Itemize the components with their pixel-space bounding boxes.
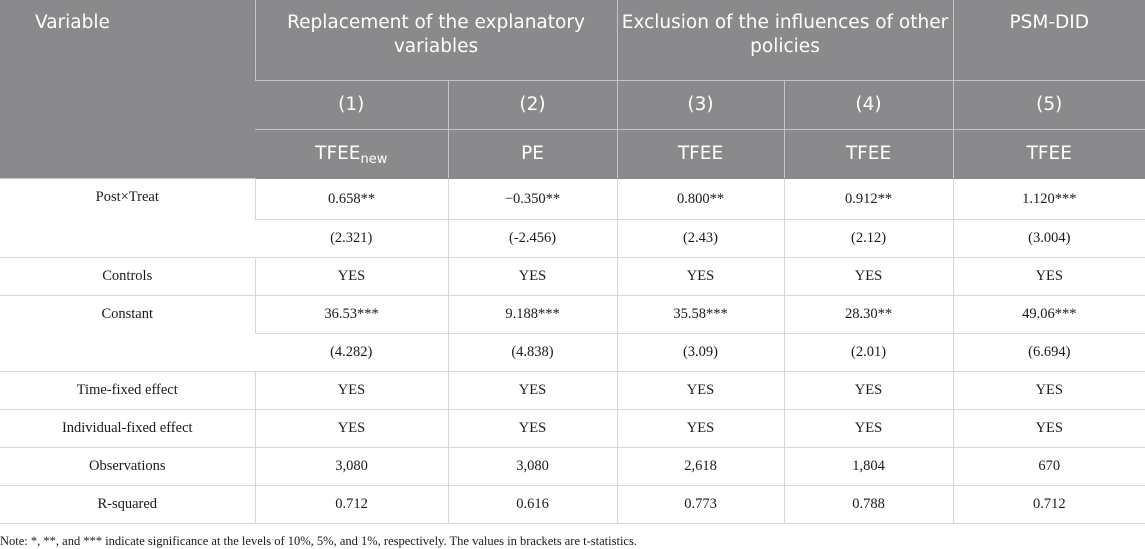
group-header-exclusion: Exclusion of the influences of other pol… [616,0,954,81]
row-label: R-squared [0,485,255,524]
cell: 0.773 [616,485,784,524]
cell: (2.321) [255,219,448,258]
cell: YES [447,257,617,296]
cell: 0.800** [616,178,784,220]
model-number-3: (3) [616,80,784,130]
cell: YES [952,257,1145,296]
cell: 3,080 [254,447,448,486]
cell: (2.01) [783,333,954,372]
cell: 2,618 [616,447,784,486]
table-header: Variable Replacement of the explanatory … [0,0,1145,179]
row-label: Observations [0,447,255,486]
cell: (4.282) [255,333,448,372]
table-row: (2.321) (-2.456) (2.43) (2.12) (3.004) [0,219,1145,258]
cell: (4.838) [447,333,617,372]
row-label: Constant [0,295,255,372]
cell: YES [447,409,617,448]
model-number-1: (1) [255,80,448,130]
cell: (3.004) [952,219,1145,258]
cell: YES [783,371,954,410]
cell: 49.06*** [952,295,1145,334]
cell: YES [783,409,954,448]
cell: 3,080 [447,447,617,486]
dependent-var-5: TFEE [952,129,1145,179]
table-row: Observations 3,080 3,080 2,618 1,804 670 [0,447,1145,486]
cell: YES [254,257,448,296]
variable-header: Variable [0,0,255,179]
group-header-replacement: Replacement of the explanatory variables [254,0,617,81]
cell: YES [254,371,448,410]
dependent-var-1: TFEEnew [255,129,448,179]
cell: 0.912** [783,178,954,220]
cell: (-2.456) [447,219,617,258]
cell: 670 [952,447,1145,486]
row-label: Time-fixed effect [0,371,255,410]
cell: 0.616 [447,485,617,524]
cell: 0.658** [254,178,448,220]
row-label: Individual-fixed effect [0,409,255,448]
cell: (3.09) [616,333,784,372]
table-row: Post×Treat 0.658** −0.350** 0.800** 0.91… [0,178,1145,258]
table-row: R-squared 0.712 0.616 0.773 0.788 0.712 [0,485,1145,524]
cell: (2.12) [783,219,954,258]
table-row: Time-fixed effect YES YES YES YES YES [0,371,1145,410]
table-body: Post×Treat 0.658** −0.350** 0.800** 0.91… [0,178,1145,524]
table-note: Note: *, **, and *** indicate significan… [0,534,637,548]
cell: YES [616,371,784,410]
model-number-2: (2) [447,80,617,130]
table-row: Constant 36.53*** 9.188*** 35.58*** 28.3… [0,295,1145,372]
cell: −0.350** [447,178,617,220]
cell: 0.712 [254,485,448,524]
cell: 36.53*** [254,295,448,334]
cell: YES [447,371,617,410]
dependent-var-2: PE [447,129,617,179]
table-row: Individual-fixed effect YES YES YES YES … [0,409,1145,448]
cell: YES [952,371,1145,410]
model-number-5: (5) [952,80,1145,130]
row-label: Controls [0,257,255,296]
cell: YES [616,409,784,448]
cell: (6.694) [952,333,1145,372]
model-number-4: (4) [783,80,954,130]
row-label: Post×Treat [0,178,255,258]
cell: 1.120*** [952,178,1145,220]
cell: YES [616,257,784,296]
group-header-psm-did: PSM-DID [952,0,1145,81]
cell: (2.43) [616,219,784,258]
cell: 28.30** [783,295,954,334]
cell: YES [254,409,448,448]
dependent-var-3: TFEE [616,129,784,179]
cell: 0.712 [952,485,1145,524]
cell: YES [783,257,954,296]
table-row: Controls YES YES YES YES YES [0,257,1145,296]
dependent-var-4: TFEE [783,129,954,179]
cell: 9.188*** [447,295,617,334]
regression-table: Variable Replacement of the explanatory … [0,0,1145,524]
table-row: (4.282) (4.838) (3.09) (2.01) (6.694) [0,333,1145,372]
cell: YES [952,409,1145,448]
cell: 1,804 [783,447,954,486]
cell: 35.58*** [616,295,784,334]
cell: 0.788 [783,485,954,524]
